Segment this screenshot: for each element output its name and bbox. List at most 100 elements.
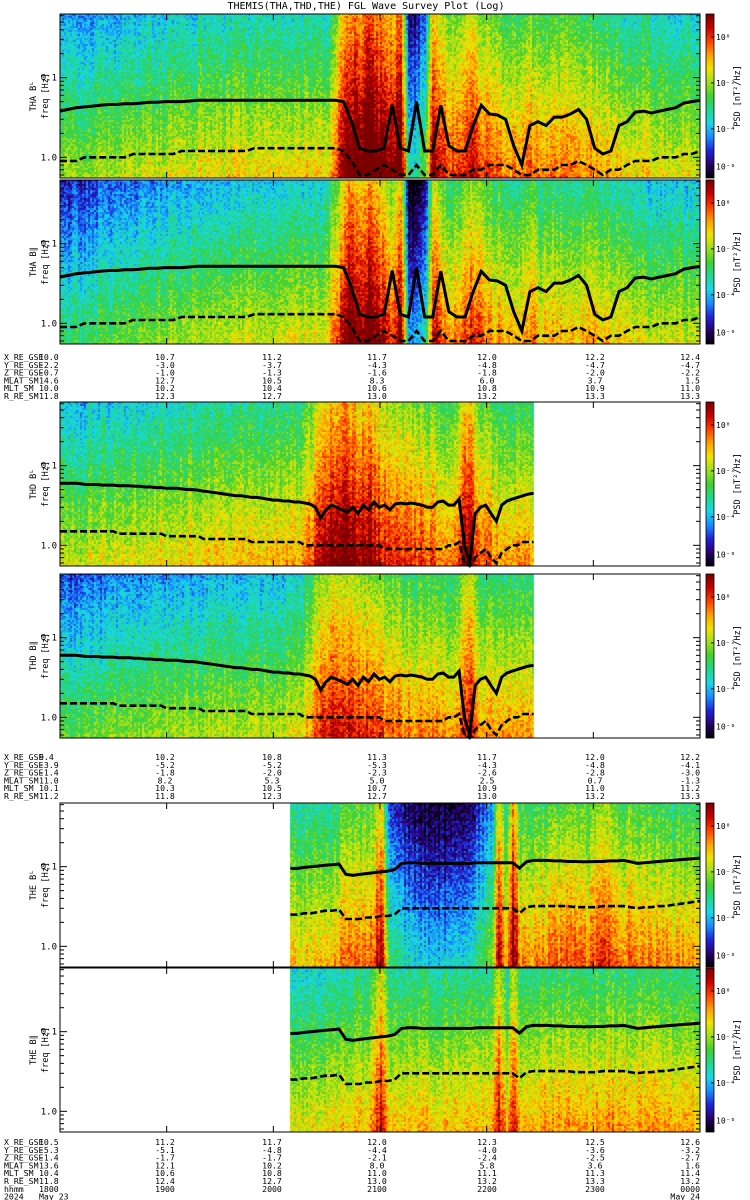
ephemeris-value: -1.8 (155, 768, 175, 778)
ephemeris-value: -4.8 (585, 760, 605, 770)
ephemeris-value: -5.1 (155, 1145, 175, 1155)
ephemeris-value: -1.3 (262, 368, 282, 378)
gyrofrequency-line (60, 653, 534, 736)
ephemeris-value: 12.3 (477, 1137, 497, 1147)
ephemeris-value: 1.5 (685, 375, 700, 385)
ephemeris-row-label: R_RE_SM (4, 791, 39, 801)
ephemeris-value: 1800 (39, 1184, 59, 1194)
ephemeris-value: 10.9 (585, 383, 605, 393)
colorbar-tick-label: 10⁻² (716, 639, 735, 648)
ephemeris-value: 0000 (680, 1184, 700, 1194)
ephemeris-value: 10.6 (367, 383, 387, 393)
ephemeris-row-label: hhmm (4, 1184, 24, 1194)
ephemeris-value: 10.0 (39, 352, 59, 362)
figure-title: THEMIS(THA,THD,THE) FGL Wave Survey Plot… (228, 1, 505, 12)
y-axis-label: freq [Hz] (41, 73, 51, 119)
ephemeris-value: -4.7 (585, 360, 605, 370)
colorbar-tick-label: 10⁰ (716, 822, 730, 831)
ephemeris-value: -4.3 (477, 760, 497, 770)
ephemeris-row-label: MLT_SM (4, 783, 34, 793)
ephemeris-row-label: X_RE_GSE (4, 752, 44, 762)
ephemeris-value: -4.7 (680, 360, 700, 370)
colorbar-tick-label: 10⁻⁴ (716, 291, 735, 300)
colorbar-label: PSD [nT²/Hz] (733, 65, 743, 126)
ephemeris-value: 11.4 (680, 1168, 700, 1178)
colorbar-tick-label: 10⁻⁶ (716, 952, 735, 961)
ephemeris-row-label: Y_RE_GSE (4, 360, 44, 370)
ephemeris-value: 10.9 (477, 783, 497, 793)
ephemeris-value: 10.2 (262, 1160, 282, 1170)
ephemeris-value: 10.2 (155, 752, 175, 762)
ephemeris-value: -2.1 (367, 1153, 387, 1163)
colorbar (705, 967, 715, 1133)
ephemeris-row-label: X_RE_GSE (4, 352, 44, 362)
ephemeris-value: -2.0 (585, 368, 605, 378)
ephemeris-value: 13.6 (39, 1160, 59, 1170)
ephemeris-row-label: MLAT_SM (4, 375, 39, 385)
gyrofrequency-line (59, 264, 701, 337)
ephemeris-tables: X_RE_GSEY_RE_GSEZ_RE_GSEMLAT_SMMLT_SMR_R… (4, 352, 700, 1200)
ephemeris-value: 11.2 (680, 783, 700, 793)
ephemeris-value: 10.8 (262, 1168, 282, 1178)
panel-label: THA Bᴸ (29, 81, 39, 112)
ephemeris-value: 11.0 (585, 783, 605, 793)
ephemeris-value: 12.2 (680, 752, 700, 762)
colorbar-tick-label: 10⁰ (716, 987, 730, 996)
colorbar-tick-label: 10⁻² (716, 467, 735, 476)
ephemeris-value: 5.3 (265, 775, 280, 785)
ephemeris-value: 11.7 (477, 752, 497, 762)
ephemeris-value: -2.3 (367, 768, 387, 778)
ephemeris-value: -0.7 (39, 368, 59, 378)
ephemeris-value: 12.1 (155, 1160, 175, 1170)
ephemeris-value: 12.4 (155, 1176, 175, 1186)
ephemeris-value: 10.4 (262, 383, 282, 393)
ephemeris-value: May 23 (39, 1192, 69, 1200)
ephemeris-value: -3.6 (585, 1145, 605, 1155)
ephemeris-value: -4.0 (477, 1145, 497, 1155)
ephemeris-value: -4.1 (680, 760, 700, 770)
ephemeris-value: -2.2 (680, 368, 700, 378)
ephemeris-value: 5.0 (370, 775, 385, 785)
ephemeris-value: 11.0 (367, 1168, 387, 1178)
ephemeris-value: -3.0 (680, 768, 700, 778)
y-axis-label: freq [Hz] (41, 633, 51, 679)
half-gyrofrequency-line (60, 529, 534, 568)
ephemeris-value: 11.3 (367, 752, 387, 762)
ephemeris-value: 2100 (367, 1184, 387, 1194)
ephemeris-value: 10.8 (262, 752, 282, 762)
ephemeris-value: 12.4 (680, 352, 700, 362)
ephemeris-value: 12.0 (585, 752, 605, 762)
y-tick-label: 0.1 (41, 1028, 57, 1038)
ephemeris-value: -2.4 (477, 1153, 497, 1163)
ephemeris-value: 1900 (155, 1184, 175, 1194)
ephemeris-value: -1.0 (155, 368, 175, 378)
ephemeris-value: 13.0 (367, 391, 387, 401)
ephemeris-value: -4.4 (367, 1145, 387, 1155)
ephemeris-value: 10.4 (39, 1168, 59, 1178)
colorbar-tick-label: 10⁰ (716, 33, 730, 42)
ephemeris-value: 2000 (262, 1184, 282, 1194)
colorbar-tick-label: 10⁻⁴ (716, 914, 735, 923)
ephemeris-value: 11.2 (155, 1137, 175, 1147)
ephemeris-value: 11.0 (680, 383, 700, 393)
ephemeris-row-label: Z_RE_GSE (4, 368, 44, 378)
ephemeris-value: 2.5 (480, 775, 495, 785)
colorbar-tick-label: 10⁻⁴ (716, 513, 735, 522)
panel-label: THD B∥ (29, 641, 39, 671)
ephemeris-value: 13.2 (477, 391, 497, 401)
y-tick-label: 1.0 (41, 153, 57, 163)
ephemeris-value: -3.7 (262, 360, 282, 370)
ephemeris-thd: X_RE_GSEY_RE_GSEZ_RE_GSEMLAT_SMMLT_SMR_R… (4, 752, 700, 801)
spectrogram-raster (60, 968, 700, 1132)
colorbar-tick-label: 10⁻⁶ (716, 1117, 735, 1126)
ephemeris-value: 6.0 (480, 375, 495, 385)
half-gyrofrequency-line (60, 701, 534, 740)
colorbar-label: PSD [nT²/Hz] (733, 854, 743, 915)
ephemeris-value: -1.7 (262, 1153, 282, 1163)
ephemeris-value: 3.7 (588, 375, 603, 385)
ephemeris-value: 10.5 (262, 375, 282, 385)
colorbar (705, 179, 715, 345)
